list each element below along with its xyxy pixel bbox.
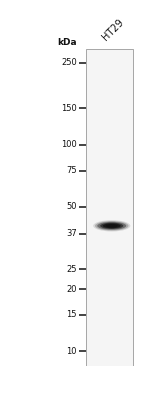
Ellipse shape bbox=[93, 220, 130, 231]
Text: 20: 20 bbox=[66, 284, 77, 293]
Ellipse shape bbox=[108, 225, 116, 227]
Ellipse shape bbox=[97, 222, 126, 230]
Text: 150: 150 bbox=[61, 104, 77, 113]
Text: 100: 100 bbox=[61, 140, 77, 149]
Text: 15: 15 bbox=[66, 310, 77, 319]
Text: 37: 37 bbox=[66, 229, 77, 238]
Ellipse shape bbox=[95, 221, 129, 231]
Text: HT29: HT29 bbox=[100, 18, 126, 43]
Ellipse shape bbox=[106, 224, 118, 227]
Ellipse shape bbox=[100, 223, 123, 229]
Text: 10: 10 bbox=[66, 347, 77, 356]
Bar bbox=[86, 49, 133, 366]
Text: 250: 250 bbox=[61, 58, 77, 67]
Text: 50: 50 bbox=[66, 203, 77, 211]
Text: kDa: kDa bbox=[57, 38, 77, 47]
Text: 75: 75 bbox=[66, 166, 77, 175]
Text: 25: 25 bbox=[66, 265, 77, 274]
Ellipse shape bbox=[103, 224, 121, 228]
